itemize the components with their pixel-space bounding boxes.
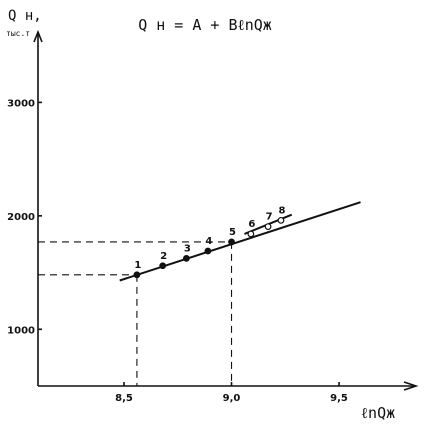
axes xyxy=(33,29,419,391)
tick-labels: 8,5 9,0 9,5 1000 2000 3000 xyxy=(7,98,348,404)
data-point-label: 7 xyxy=(266,212,273,223)
data-point xyxy=(247,230,255,238)
data-point-label: 3 xyxy=(184,243,191,254)
data-point xyxy=(133,271,141,279)
data-points: 1 2 3 4 5 678 xyxy=(133,205,285,279)
x-tick-label: 8,5 xyxy=(115,393,133,404)
data-point-label: 6 xyxy=(248,219,255,230)
data-point-label: 1 xyxy=(134,260,141,271)
x-tick-label: 9,0 xyxy=(223,393,241,404)
x-axis-arrow xyxy=(403,381,419,391)
chart-title: Q н = A + BℓnQж xyxy=(138,16,272,34)
y-tick-label: 1000 xyxy=(7,325,35,336)
fit-lines xyxy=(119,201,361,282)
data-point xyxy=(204,247,212,255)
y-tick-label: 3000 xyxy=(7,98,35,109)
y-axis-arrow xyxy=(33,29,43,43)
data-point-label: 5 xyxy=(229,227,236,238)
guide-lines xyxy=(38,241,233,386)
y-tick-label: 2000 xyxy=(7,212,35,223)
regression-line xyxy=(119,201,361,282)
y-axis-unit: тыс.т xyxy=(6,29,30,38)
data-point-label: 8 xyxy=(278,205,285,216)
data-point-label: 4 xyxy=(205,236,212,247)
x-axis-label: ℓnQж xyxy=(361,404,395,422)
data-point xyxy=(159,262,167,270)
data-point xyxy=(182,254,190,262)
data-point xyxy=(277,216,285,224)
y-axis-label: Q н, xyxy=(8,8,42,24)
data-point xyxy=(228,238,235,246)
x-tick-label: 9,5 xyxy=(330,393,348,404)
data-point-label: 2 xyxy=(160,251,167,262)
data-point xyxy=(264,223,272,231)
